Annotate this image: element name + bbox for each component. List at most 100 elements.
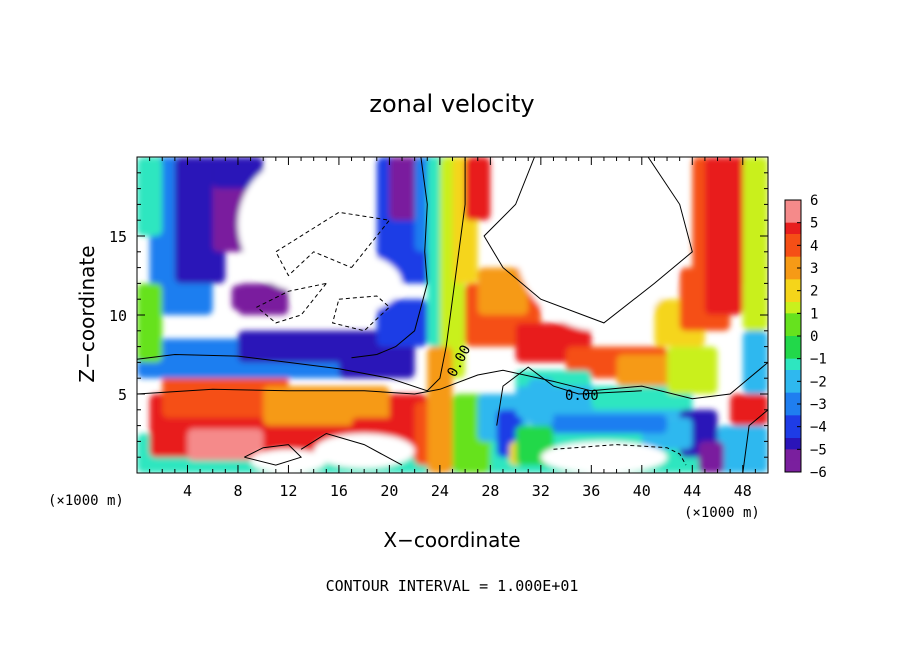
x-tick-label: 40 <box>633 482 651 500</box>
y-tick-label: 5 <box>118 386 127 404</box>
colorbar-tick-label: 0 <box>810 329 818 345</box>
chart-title: zonal velocity <box>369 90 534 118</box>
colorbar-swatch <box>785 234 801 246</box>
heatmap-cell <box>212 157 264 189</box>
x-axis-label: X−coordinate <box>383 528 520 552</box>
colorbar-swatch <box>785 211 801 224</box>
heatmap-cell <box>162 370 289 418</box>
heatmap-cell <box>338 338 415 379</box>
contour-line <box>351 157 428 359</box>
colorbar-swatch <box>785 415 801 428</box>
heatmap-cell <box>288 251 403 315</box>
y-axis-label: Z−coordinate <box>75 245 99 382</box>
heatmap-cell <box>137 283 163 363</box>
x-tick-label: 4 <box>183 482 192 500</box>
colorbar-swatch <box>785 449 801 462</box>
x-unit-right: (×1000 m) <box>684 505 760 521</box>
heatmap-cell <box>376 299 428 347</box>
heatmap-cell <box>540 414 668 434</box>
colorbar-tick-label: −1 <box>810 352 827 368</box>
colorbar-swatch <box>785 222 801 235</box>
x-tick-label: 8 <box>233 482 242 500</box>
y-tick-label: 15 <box>109 228 127 246</box>
heatmap-cell <box>263 386 390 426</box>
colorbar-swatch <box>785 381 801 394</box>
colorbar-swatch <box>785 200 801 212</box>
heatmap-cell <box>137 157 163 236</box>
colorbar-swatch <box>785 358 801 371</box>
heatmap-cell <box>465 157 491 221</box>
contour-line <box>483 157 693 324</box>
heatmap-cell <box>698 441 724 473</box>
contour-line <box>137 388 440 395</box>
colorbar-tick-label: −4 <box>810 420 827 436</box>
contour-line <box>331 295 391 332</box>
colorbar-swatch <box>785 324 801 337</box>
heatmap-field <box>137 157 768 473</box>
contour-line <box>244 444 303 466</box>
x-unit-left: (×1000 m) <box>48 493 124 509</box>
contour-label: 0.00 <box>565 388 599 404</box>
colorbar-tick-label: 4 <box>810 238 818 254</box>
contour-line <box>496 366 642 426</box>
x-tick-label: 32 <box>532 482 550 500</box>
contour-line <box>439 362 768 400</box>
colorbar-swatch <box>785 370 801 382</box>
contour-interval-note: CONTOUR INTERVAL = 1.000E+01 <box>326 577 579 595</box>
heatmap-cell <box>187 428 264 461</box>
x-tick-label: 44 <box>683 482 701 500</box>
colorbar-swatch <box>785 302 801 314</box>
colorbar-tick-label: 2 <box>810 284 818 300</box>
x-tick-label: 12 <box>279 482 297 500</box>
colorbar-swatch <box>785 347 801 360</box>
heatmap-cell <box>730 394 768 426</box>
colorbar-tick-label: 6 <box>810 193 818 209</box>
colorbar-tick-label: −3 <box>810 397 827 413</box>
contour-line <box>300 432 403 466</box>
colorbar-tick-label: −2 <box>810 374 827 390</box>
colorbar-tick-label: −6 <box>810 465 827 481</box>
colorbar-swatch <box>785 268 801 280</box>
colorbar-swatch <box>785 460 801 473</box>
contour-line <box>553 444 687 466</box>
heatmap-cell <box>427 346 453 473</box>
contour-line <box>275 211 391 277</box>
heatmap-cell <box>231 284 267 311</box>
heatmap-cell <box>717 425 768 473</box>
colorbar-swatch <box>785 279 801 292</box>
colorbar-tick-label: −5 <box>810 442 827 458</box>
colorbar-swatch <box>785 245 801 258</box>
x-tick-label: 36 <box>582 482 600 500</box>
colorbar-tick-label: 1 <box>810 306 818 322</box>
x-tick-label: 28 <box>481 482 499 500</box>
colorbar-swatch <box>785 404 801 416</box>
x-axis: 4 8 12 16 20 24 28 32 36 40 44 48 <box>149 157 769 500</box>
heatmap-cell <box>528 378 554 426</box>
contour-line <box>137 157 466 392</box>
contour-line <box>255 282 327 324</box>
heatmap-cell <box>528 157 604 284</box>
colorbar-swatch <box>785 290 801 303</box>
colorbar-ticks: 6 5 4 3 2 1 0 −1 −2 −3 −4 −5 −6 <box>797 193 827 481</box>
heatmap-cell <box>540 441 668 473</box>
x-tick-label: 48 <box>734 482 752 500</box>
colorbar-swatch <box>785 313 801 326</box>
x-tick-label: 16 <box>330 482 348 500</box>
colorbar-swatch <box>785 426 801 439</box>
colorbar-tick-label: 3 <box>810 261 818 277</box>
colorbar-tick-label: 5 <box>810 216 818 232</box>
colorbar-swatch <box>785 438 801 450</box>
colorbar-swatch <box>785 392 801 405</box>
y-axis: 5 10 15 <box>109 172 768 458</box>
colorbar <box>784 199 802 473</box>
heatmap-cell <box>742 157 768 331</box>
contour-line <box>742 409 768 473</box>
x-tick-label: 24 <box>431 482 449 500</box>
colorbar-swatch <box>785 256 801 269</box>
heatmap-cell <box>667 346 718 394</box>
heatmap-cell <box>477 267 529 315</box>
x-tick-label: 20 <box>380 482 398 500</box>
colorbar-swatch <box>785 336 801 348</box>
heatmap-cell <box>313 433 415 469</box>
